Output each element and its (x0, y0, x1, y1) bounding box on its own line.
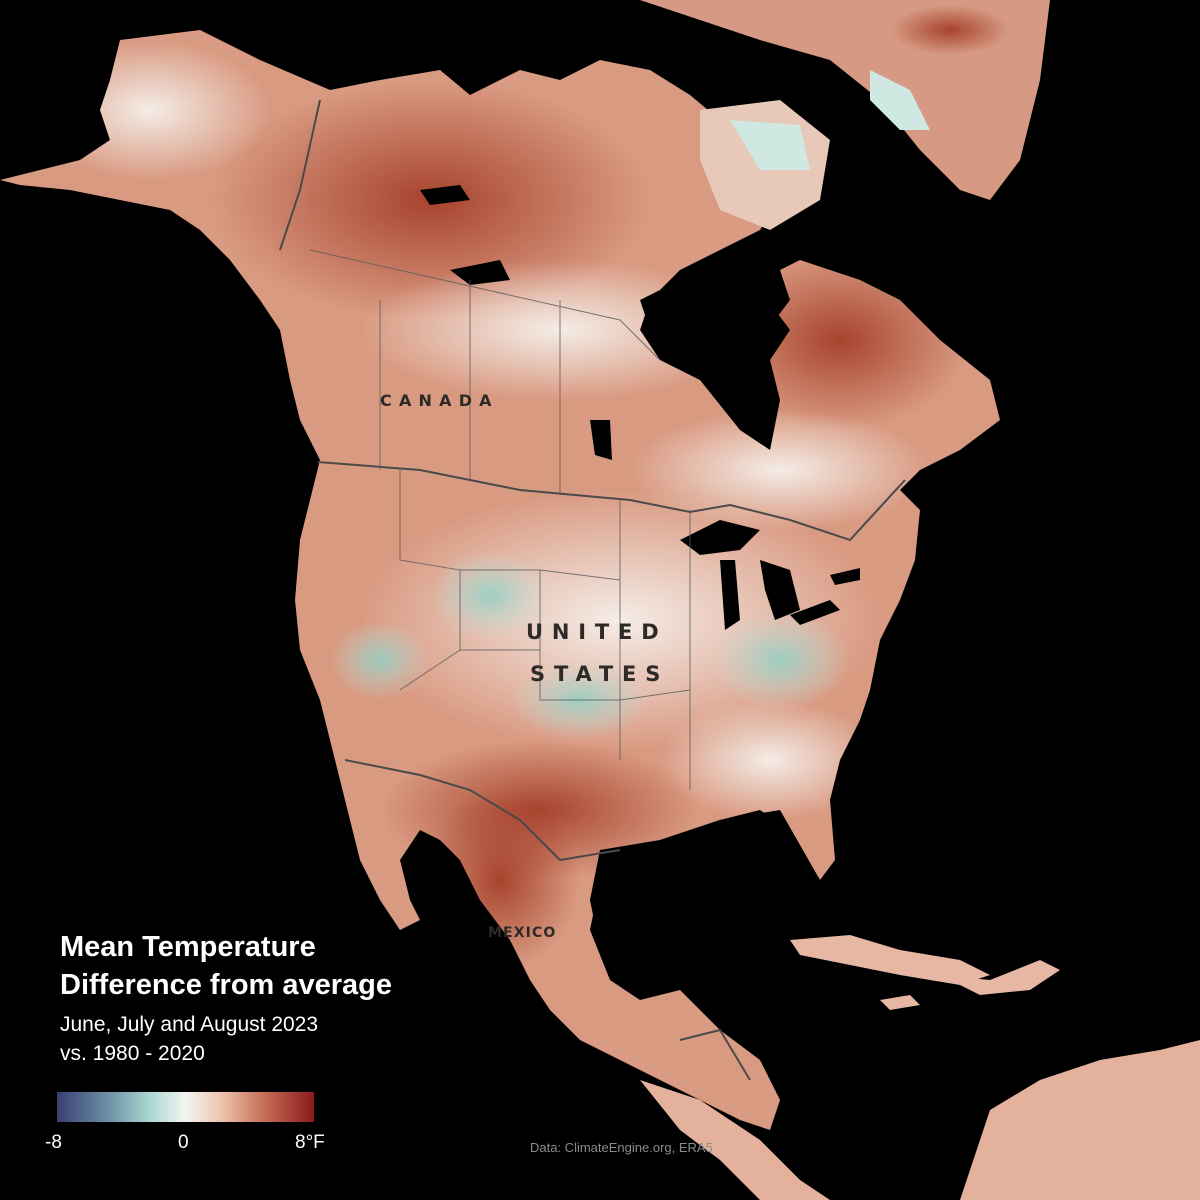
baseline-text: vs. 1980 - 2020 (60, 1042, 205, 1065)
baffin-cool-area (730, 120, 810, 170)
great-bear-lake (420, 185, 470, 205)
us-mexico-border (344, 759, 621, 862)
lake-superior (680, 520, 760, 555)
legend-mid-label: 0 (178, 1132, 189, 1153)
central-america (640, 1080, 830, 1200)
cuba (790, 935, 990, 985)
title-line2: Difference from average (60, 969, 393, 1001)
map-title-block: Mean Temperature Difference from average… (60, 928, 392, 1068)
nevada-cool (330, 620, 430, 700)
lake-winnipeg (590, 420, 612, 460)
alaska-canada-border (279, 99, 321, 251)
jamaica (880, 995, 920, 1010)
legend-min-label: -8 (45, 1132, 62, 1153)
hudson-bay (640, 270, 790, 450)
southeast-us-neutral (660, 700, 880, 820)
northern-mexico-hot (420, 790, 580, 970)
hispaniola (940, 960, 1060, 995)
greenland-hot-spot (890, 5, 1010, 55)
lake-ontario (830, 568, 860, 585)
central-america-borders (679, 1028, 751, 1081)
united-states-label-line1: UNITED (526, 620, 668, 644)
legend-color-bar (57, 1092, 314, 1122)
lake-huron (760, 560, 800, 620)
gulf-of-mexico (590, 810, 820, 990)
canada-label: CANADA (380, 391, 499, 410)
lake-erie (790, 600, 840, 625)
data-source-credit: Data: ClimateEngine.org, ERA5 (530, 1140, 713, 1155)
legend-max-label: 8°F (295, 1132, 325, 1153)
greenland-cool-coast (870, 70, 930, 130)
lake-michigan (720, 560, 740, 630)
mexico-label: MEXICO (488, 925, 557, 941)
ohio-valley-cool (710, 610, 850, 710)
south-america (960, 1040, 1200, 1200)
great-slave-lake (450, 260, 510, 285)
interior-borders (309, 249, 691, 790)
period-text: June, July and August 2023 (60, 1013, 319, 1036)
title-line1: Mean Temperature (60, 931, 316, 963)
united-states-label-line2: STATES (530, 662, 670, 686)
state-province-borders (309, 249, 691, 790)
